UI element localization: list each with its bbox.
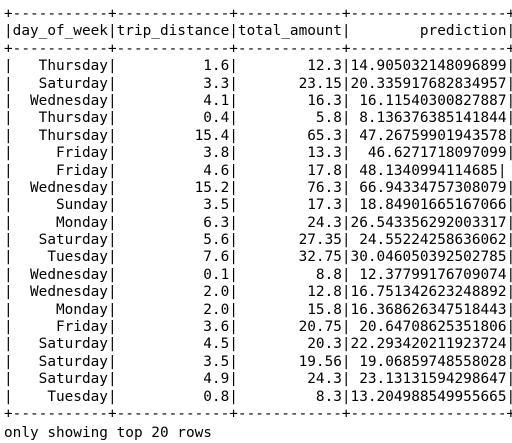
table-row: | Monday| 2.0| 15.8|16.368626347518443| xyxy=(4,301,512,318)
table-bottom-border: +-----------+-------------+------------+… xyxy=(4,405,512,422)
table-row: | Tuesday| 0.8| 8.3|13.204988549955665| xyxy=(4,388,512,405)
table-row: | Sunday| 3.5| 17.3| 18.84901665167066| xyxy=(4,197,512,214)
table-row: | Thursday| 15.4| 65.3| 47.2675990194357… xyxy=(4,127,512,144)
table-row: | Tuesday| 7.6| 32.75|30.046050392502785… xyxy=(4,249,512,266)
console-output: +-----------+-------------+------------+… xyxy=(4,6,512,442)
table-row: | Saturday| 3.5| 19.56| 19.0685974855802… xyxy=(4,353,512,370)
table-row: | Friday| 3.6| 20.75| 20.64708625351806| xyxy=(4,319,512,336)
table-row: | Saturday| 3.3| 23.15|20.33591768283495… xyxy=(4,75,512,92)
table-row: | Friday| 4.6| 17.8| 48.1340994114685| xyxy=(4,162,507,179)
table-row: | Thursday| 1.6| 12.3|14.905032148096899… xyxy=(4,58,512,75)
footer-message: only showing top 20 rows xyxy=(4,425,212,442)
table-header-border: +-----------+-------------+------------+… xyxy=(4,40,512,57)
table-row: | Saturday| 4.9| 24.3| 23.13131594298647… xyxy=(4,371,512,388)
table-row: | Saturday| 4.5| 20.3|22.293420211923724… xyxy=(4,336,512,353)
table-header: |day_of_week|trip_distance|total_amount|… xyxy=(4,23,512,40)
table-row: | Wednesday| 2.0| 12.8|16.75134262324889… xyxy=(4,284,512,301)
table-row: | Monday| 6.3| 24.3|26.543356292003317| xyxy=(4,214,512,231)
table-row: | Wednesday| 15.2| 76.3| 66.943347573080… xyxy=(4,179,512,196)
table-row: | Wednesday| 4.1| 16.3| 16.1154030082788… xyxy=(4,92,512,109)
table-row: | Friday| 3.8| 13.3| 46.6271718097099| xyxy=(4,145,512,162)
table-row: | Thursday| 0.4| 5.8| 8.136376385141844| xyxy=(4,110,512,127)
table-row: | Saturday| 5.6| 27.35| 24.5522425863606… xyxy=(4,232,512,249)
table-top-border: +-----------+-------------+------------+… xyxy=(4,6,512,22)
table-row: | Wednesday| 0.1| 8.8| 12.37799176709074… xyxy=(4,266,512,283)
